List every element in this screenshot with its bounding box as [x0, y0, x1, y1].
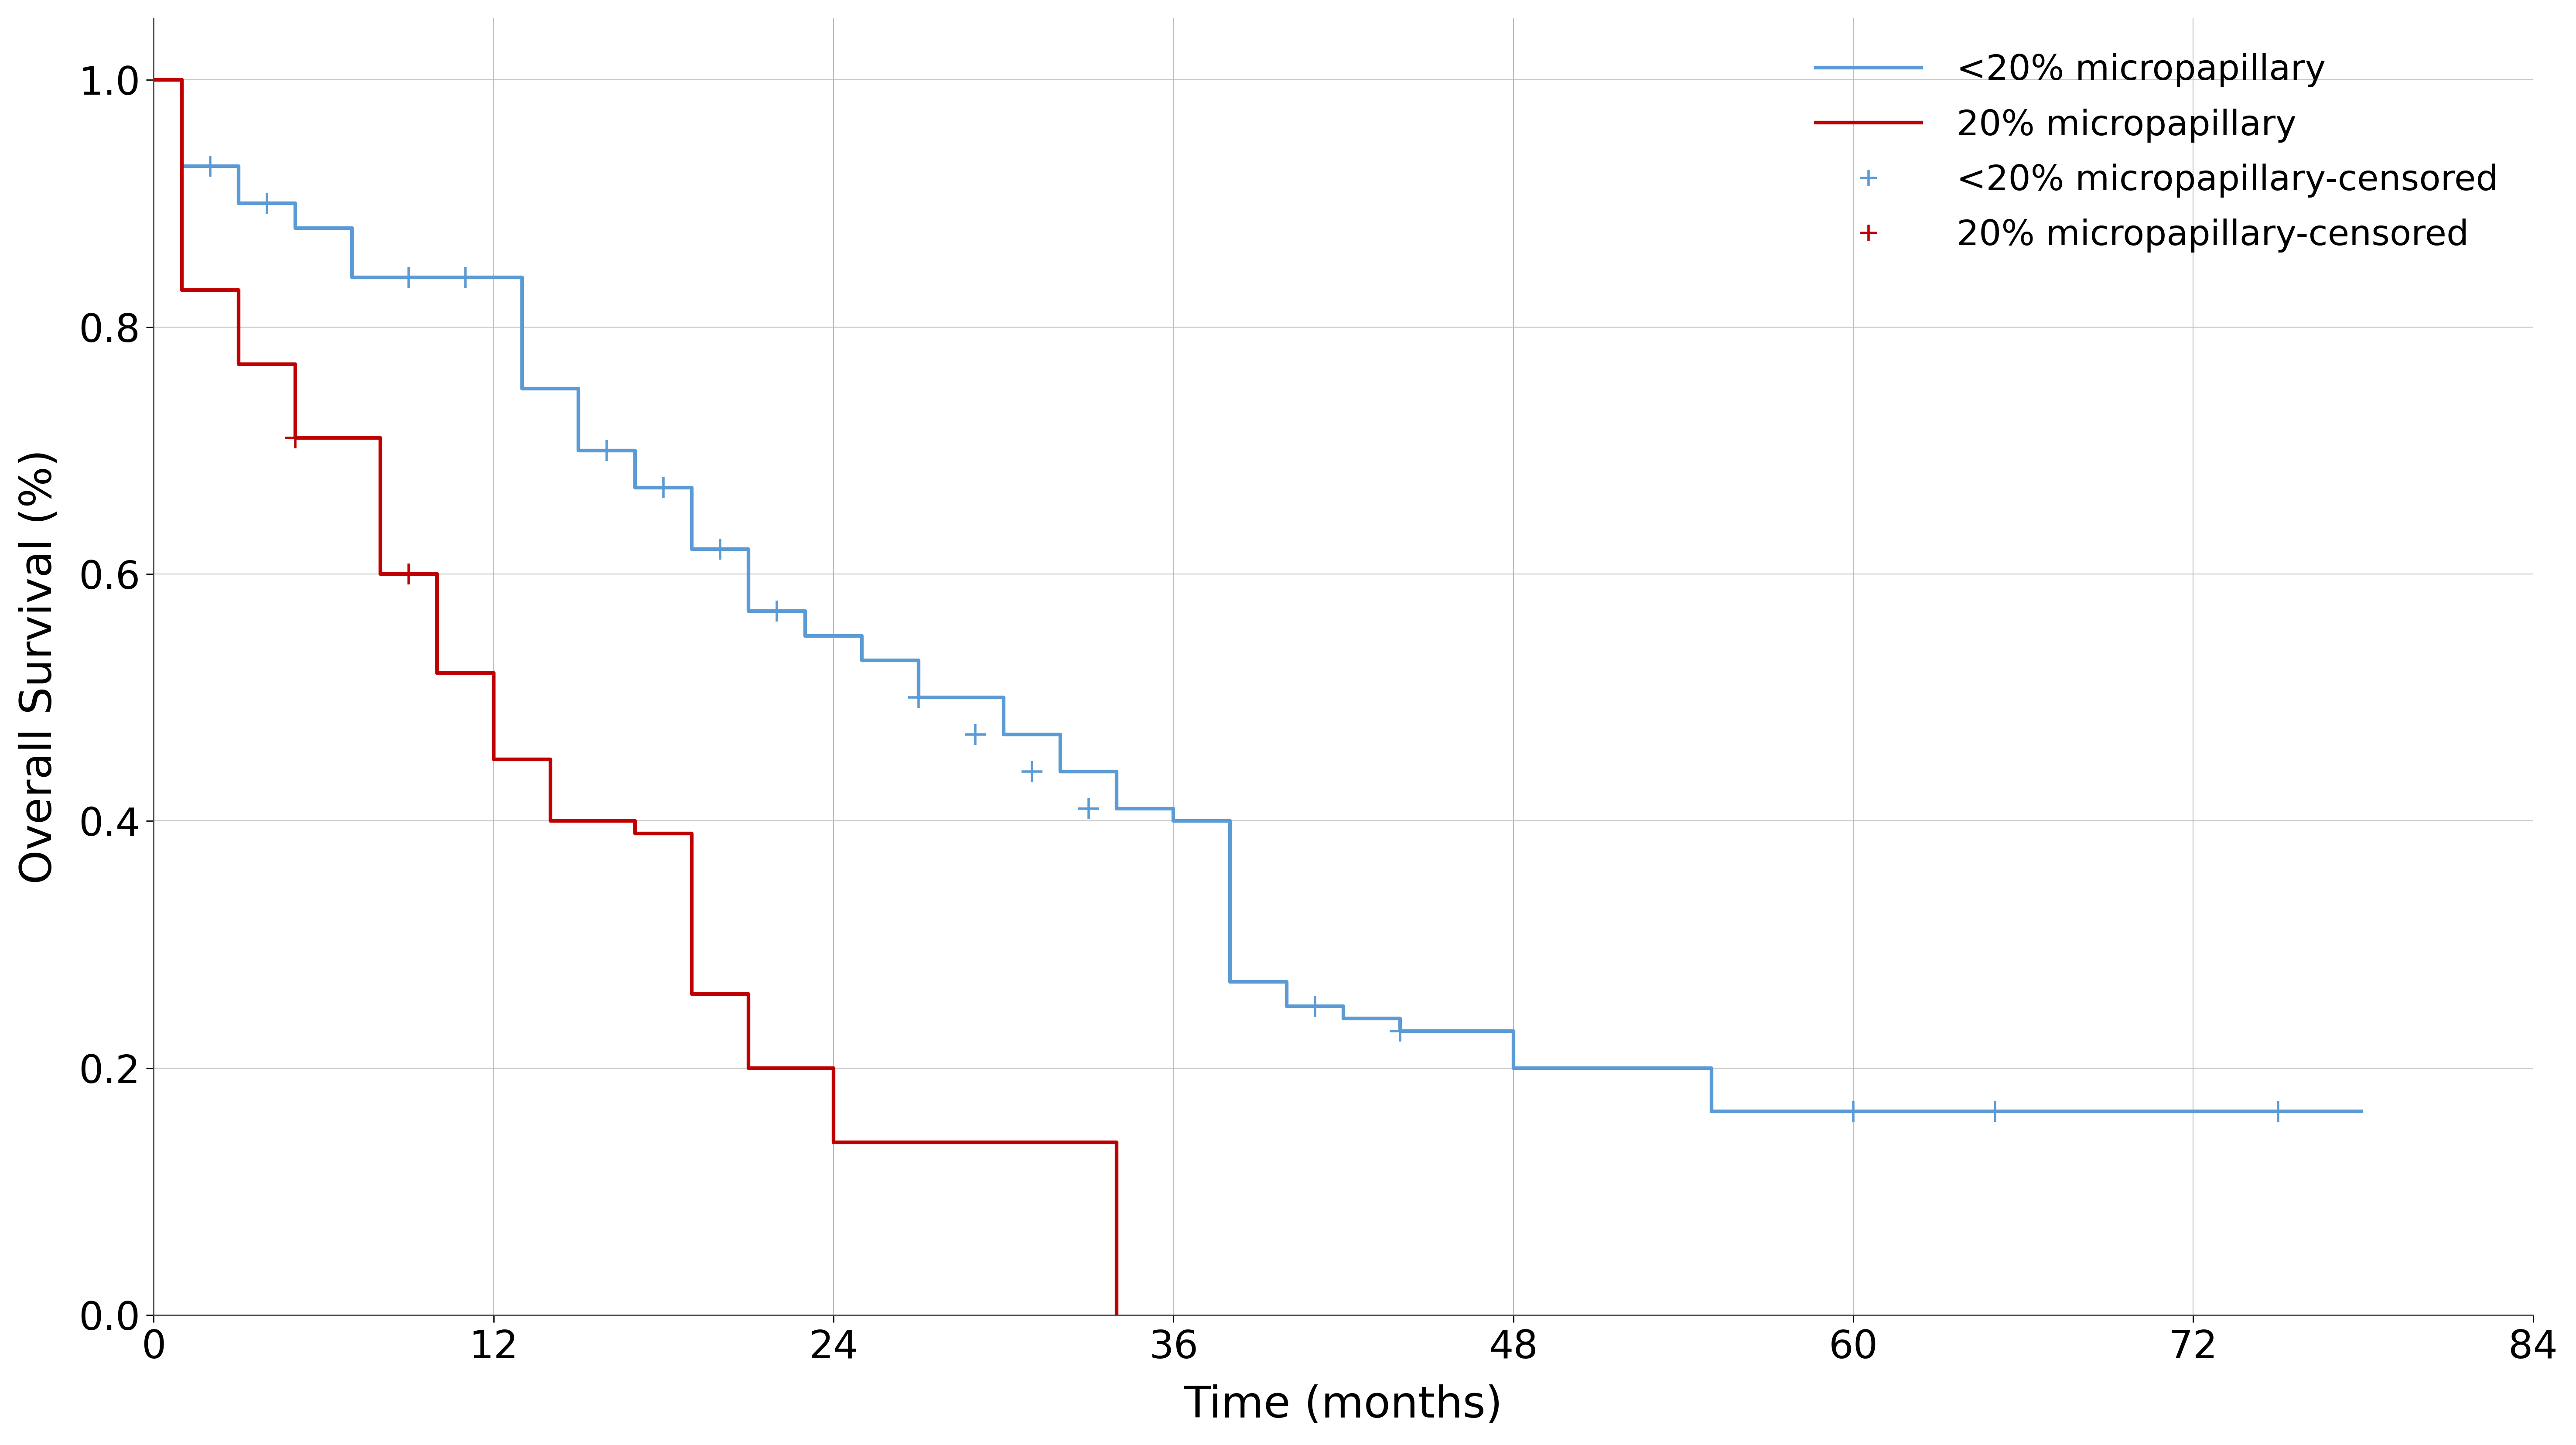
Line: <20% micropapillary: <20% micropapillary — [155, 79, 2362, 1111]
<20% micropapillary-censored — [446, 266, 487, 289]
Legend: <20% micropapillary, 20% micropapillary, <20% micropapillary-censored, 20% micro: <20% micropapillary, 20% micropapillary,… — [1798, 36, 2517, 270]
X-axis label: Time (months): Time (months) — [1185, 1384, 1502, 1426]
<20% micropapillary — [848, 652, 878, 669]
<20% micropapillary — [536, 380, 567, 397]
<20% micropapillary — [1273, 997, 1303, 1014]
<20% micropapillary — [2262, 1103, 2293, 1120]
<20% micropapillary — [252, 195, 283, 212]
<20% micropapillary — [366, 269, 397, 286]
20% micropapillary — [451, 665, 482, 682]
<20% micropapillary — [2120, 1103, 2151, 1120]
<20% micropapillary — [196, 158, 227, 175]
Line: 20% micropapillary: 20% micropapillary — [155, 79, 1118, 1315]
20% micropapillary — [224, 355, 255, 373]
<20% micropapillary-censored — [1381, 1019, 1422, 1042]
<20% micropapillary-censored — [191, 155, 232, 178]
<20% micropapillary — [1497, 1059, 1528, 1077]
<20% micropapillary-censored — [1973, 1100, 2014, 1123]
<20% micropapillary — [224, 195, 255, 212]
<20% micropapillary — [451, 269, 482, 286]
<20% micropapillary — [734, 603, 765, 620]
20% micropapillary — [422, 665, 453, 682]
<20% micropapillary — [1159, 812, 1190, 829]
<20% micropapillary — [677, 540, 708, 558]
<20% micropapillary-censored — [899, 686, 940, 709]
20% micropapillary — [961, 1133, 992, 1150]
<20% micropapillary — [592, 442, 623, 460]
<20% micropapillary — [139, 71, 170, 88]
<20% micropapillary-censored — [389, 266, 430, 289]
<20% micropapillary-censored — [587, 439, 629, 462]
<20% micropapillary-censored — [2257, 1100, 2298, 1123]
<20% micropapillary — [876, 652, 907, 669]
Y-axis label: Overall Survival (%): Overall Survival (%) — [18, 449, 59, 884]
<20% micropapillary — [904, 689, 935, 707]
<20% micropapillary — [706, 540, 737, 558]
<20% micropapillary — [989, 725, 1020, 743]
<20% micropapillary — [791, 627, 822, 644]
<20% micropapillary — [1329, 1010, 1360, 1027]
20% micropapillary — [167, 282, 198, 299]
<20% micropapillary — [819, 627, 850, 644]
<20% micropapillary-censored — [1296, 994, 1337, 1017]
<20% micropapillary — [1440, 1022, 1471, 1039]
20% micropapillary — [1046, 1133, 1077, 1150]
<20% micropapillary — [507, 380, 538, 397]
20% micropapillary — [479, 750, 510, 767]
20% micropapillary — [139, 71, 170, 88]
<20% micropapillary — [479, 269, 510, 286]
<20% micropapillary — [309, 220, 340, 237]
<20% micropapillary-censored — [644, 475, 685, 499]
<20% micropapillary-censored — [1069, 798, 1110, 821]
<20% micropapillary — [337, 269, 368, 286]
20% micropapillary — [819, 1133, 850, 1150]
<20% micropapillary — [1695, 1103, 1726, 1120]
20% micropapillary — [564, 812, 595, 829]
<20% micropapillary-censored — [247, 192, 289, 215]
20% micropapillary — [366, 565, 397, 582]
<20% micropapillary — [281, 220, 312, 237]
<20% micropapillary — [1386, 1022, 1417, 1039]
20% micropapillary — [252, 355, 283, 373]
20% micropapillary — [1103, 1306, 1133, 1324]
<20% micropapillary — [1046, 763, 1077, 780]
<20% micropapillary — [1216, 972, 1247, 990]
20% micropapillary — [848, 1133, 878, 1150]
20% micropapillary — [734, 1059, 765, 1077]
20% micropapillary — [196, 282, 227, 299]
20% micropapillary-censored — [389, 562, 430, 585]
<20% micropapillary-censored — [1832, 1100, 1873, 1123]
<20% micropapillary — [762, 603, 793, 620]
<20% micropapillary — [1553, 1059, 1584, 1077]
<20% micropapillary — [167, 158, 198, 175]
<20% micropapillary — [2347, 1103, 2378, 1120]
20% micropapillary-censored — [276, 426, 317, 449]
20% micropapillary — [762, 1059, 793, 1077]
<20% micropapillary — [649, 478, 680, 496]
20% micropapillary — [621, 825, 652, 842]
20% micropapillary — [309, 429, 340, 447]
20% micropapillary — [536, 812, 567, 829]
<20% micropapillary — [621, 478, 652, 496]
20% micropapillary — [677, 985, 708, 1003]
<20% micropapillary-censored — [757, 600, 799, 623]
20% micropapillary — [904, 1133, 935, 1150]
<20% micropapillary — [933, 689, 963, 707]
<20% micropapillary — [1978, 1103, 2009, 1120]
<20% micropapillary — [422, 269, 453, 286]
<20% micropapillary-censored — [956, 722, 997, 746]
<20% micropapillary — [394, 269, 425, 286]
<20% micropapillary — [1837, 1103, 1868, 1120]
20% micropapillary — [281, 429, 312, 447]
<20% micropapillary-censored — [701, 538, 742, 561]
<20% micropapillary-censored — [1012, 760, 1054, 783]
<20% micropapillary — [1103, 801, 1133, 818]
<20% micropapillary — [564, 442, 595, 460]
